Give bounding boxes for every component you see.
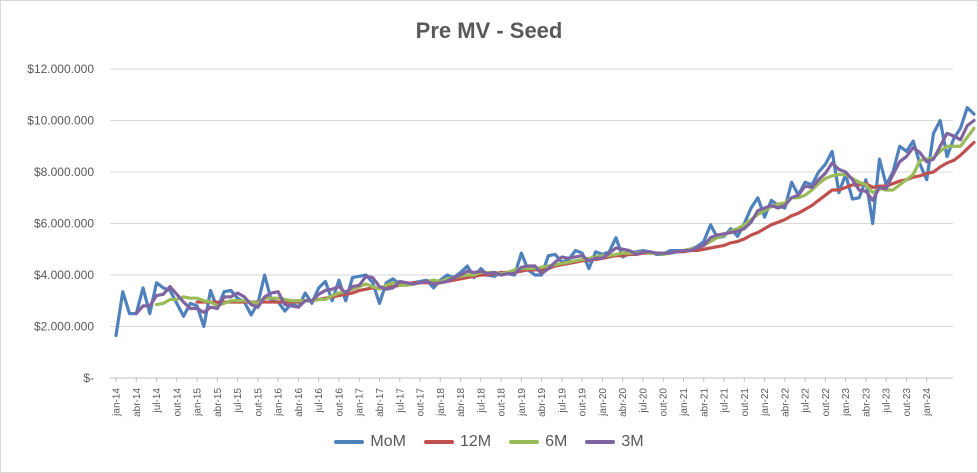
y-tick-label: $6.000.000: [34, 217, 94, 231]
chart-title: Pre MV - Seed: [415, 18, 563, 43]
x-tick-label: out-17: [416, 388, 427, 417]
legend-item-3m: 3M: [585, 433, 644, 451]
y-tick-label: $4.000.000: [34, 268, 94, 282]
legend-swatch-mom: [334, 440, 365, 444]
x-tick-label: jul-16: [314, 388, 325, 414]
x-tick-label: jul-21: [720, 388, 731, 414]
legend-swatch-3m: [585, 440, 616, 444]
series-line-6m: [154, 126, 976, 308]
x-tick-label: out-19: [578, 388, 589, 417]
legend-label-12m: 12M: [459, 433, 492, 450]
legend-item-12m: 12M: [423, 433, 492, 451]
y-tick-label: $-: [83, 371, 94, 385]
x-tick-label: jan-22: [760, 388, 771, 417]
x-tick-label: out-14: [172, 388, 183, 417]
y-tick-label: $8.000.000: [34, 165, 94, 179]
x-tick-label: jan-18: [436, 388, 447, 417]
legend: MoM 12M 6M 3M: [0, 433, 978, 451]
x-tick-label: abr-15: [213, 388, 224, 417]
legend-label-mom: MoM: [370, 433, 406, 450]
y-tick-label: $2.000.000: [34, 320, 94, 334]
series-line-3m: [134, 118, 976, 316]
x-tick-label: jan-16: [274, 388, 285, 417]
x-tick-label: jan-17: [355, 388, 366, 417]
x-tick-label: out-16: [334, 388, 345, 417]
x-tick-label: jan-21: [679, 388, 690, 417]
x-tick-label: abr-18: [456, 388, 467, 417]
x-tick-label: jul-18: [476, 388, 487, 414]
y-tick-label: $12.000.000: [27, 62, 94, 76]
x-tick-label: abr-23: [861, 388, 872, 417]
x-tick-label: out-20: [659, 388, 670, 417]
x-tick-label: jan-24: [922, 388, 933, 417]
legend-swatch-6m: [509, 440, 540, 444]
x-tick-label: jul-23: [882, 388, 893, 414]
x-tick-label: jul-15: [233, 388, 244, 414]
legend-label-6m: 6M: [545, 433, 568, 450]
x-tick-label: jan-20: [598, 388, 609, 417]
series-line-12m: [195, 140, 976, 304]
x-tick-label: jul-20: [638, 388, 649, 414]
x-tick-label: jul-19: [557, 388, 568, 414]
y-tick-label: $10.000.000: [27, 114, 94, 128]
x-tick-label: out-22: [821, 388, 832, 417]
x-tick-label: jul-22: [801, 388, 812, 414]
legend-label-3m: 3M: [621, 433, 644, 450]
legend-swatch-12m: [423, 440, 454, 444]
x-tick-label: jul-14: [152, 388, 163, 414]
x-tick-label: abr-14: [132, 388, 143, 417]
x-tick-label: abr-17: [375, 388, 386, 417]
x-tick-label: jan-15: [193, 388, 204, 417]
x-tick-label: jan-14: [112, 388, 123, 417]
legend-item-6m: 6M: [509, 433, 567, 451]
x-tick-label: abr-22: [780, 388, 791, 417]
x-tick-label: jan-19: [517, 388, 528, 417]
x-tick-label: out-18: [497, 388, 508, 417]
x-tick-label: abr-19: [537, 388, 548, 417]
x-tick-label: abr-21: [699, 388, 710, 417]
x-tick-label: abr-20: [618, 388, 629, 417]
x-tick-label: abr-16: [294, 388, 305, 417]
x-tick-label: out-15: [253, 388, 264, 417]
x-tick-label: out-23: [902, 388, 913, 417]
x-tick-label: out-21: [740, 388, 751, 417]
legend-item-mom: MoM: [334, 433, 406, 451]
x-tick-label: jul-17: [395, 388, 406, 414]
x-tick-label: jan-23: [841, 388, 852, 417]
